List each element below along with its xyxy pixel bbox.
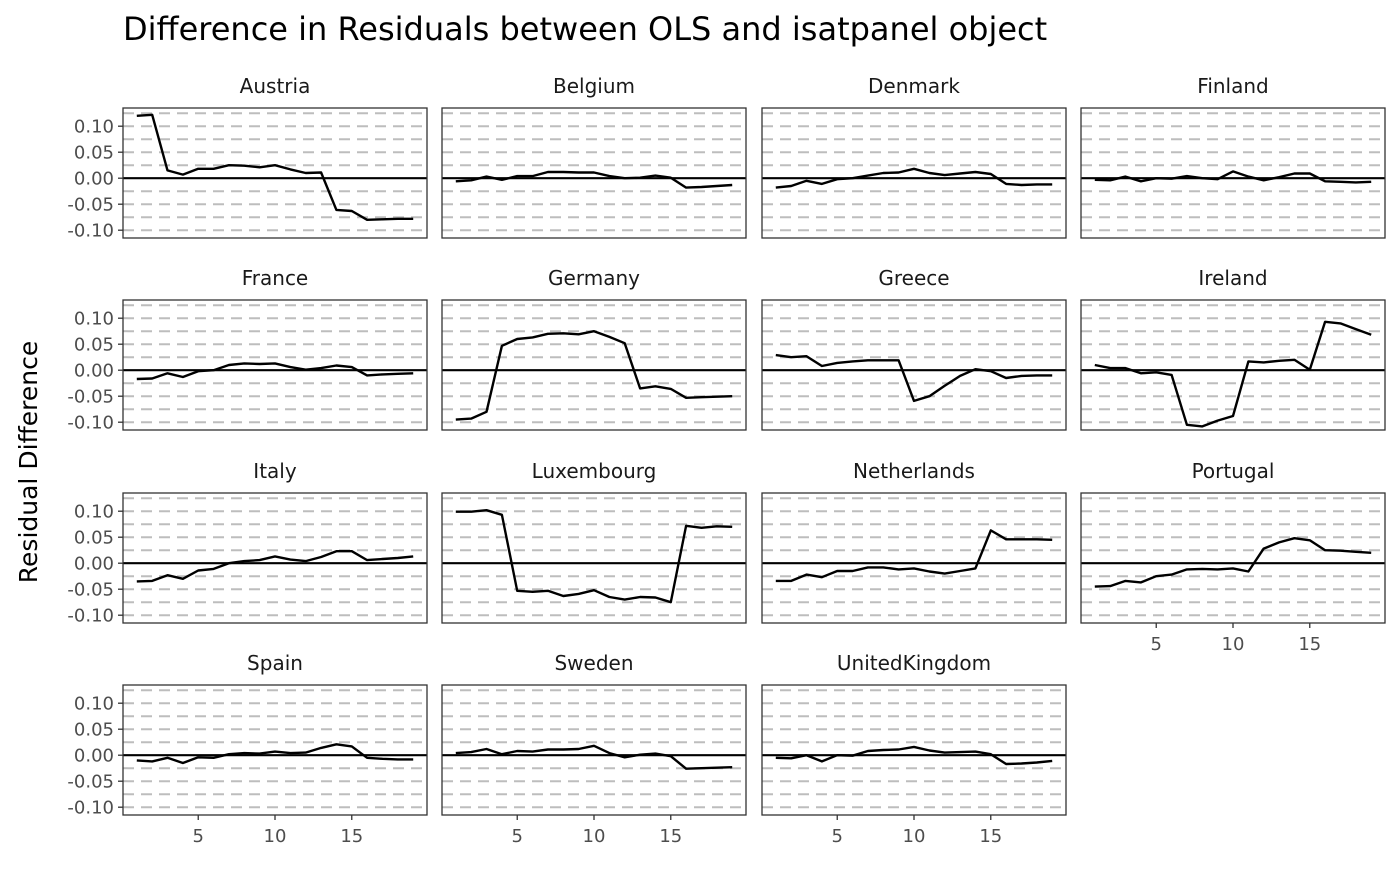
strip-label-sweden: Sweden <box>554 651 633 675</box>
strip-label-ireland: Ireland <box>1198 266 1267 290</box>
panel-spain: Spain 0.10 0.05 0.00 -0.05 -0.10 5 10 15 <box>67 651 428 847</box>
y-tick-label: 0.05 <box>74 528 114 549</box>
strip-label-luxembourg: Luxembourg <box>532 459 657 483</box>
y-tick-label: 0.05 <box>74 720 114 741</box>
panels: Austria 0.10 0.05 0.00 -0.05 -0.10 Belgium Denm… <box>67 74 1386 847</box>
y-tick-label: -0.05 <box>67 580 114 601</box>
panel-portugal: Portugal 5 10 15 <box>1080 459 1386 655</box>
chart-title: Difference in Residuals between OLS and … <box>123 10 1047 48</box>
panel-border <box>122 107 428 239</box>
panel-italy: Italy 0.10 0.05 0.00 -0.05 -0.10 <box>67 459 428 627</box>
y-tick-label: -0.05 <box>67 772 114 793</box>
panel-finland: Finland <box>1080 74 1386 239</box>
panel-border <box>761 684 1067 816</box>
strip-label-unitedkingdom: UnitedKingdom <box>837 651 991 675</box>
series-line-finland <box>1094 170 1372 184</box>
strip-label-france: France <box>242 266 309 290</box>
y-tick-label: -0.05 <box>67 195 114 216</box>
series-line-italy <box>136 550 414 583</box>
panel-unitedkingdom: UnitedKingdom 5 10 15 <box>761 651 1067 847</box>
x-tick-label: 10 <box>1222 634 1245 655</box>
panel-border <box>441 107 747 239</box>
panel-luxembourg: Luxembourg <box>441 459 747 624</box>
panel-border <box>761 299 1067 431</box>
panel-border <box>441 299 747 431</box>
panel-border <box>122 684 428 816</box>
series-line-spain <box>136 743 414 765</box>
series-line-portugal <box>1094 537 1372 588</box>
panel-austria: Austria 0.10 0.05 0.00 -0.05 -0.10 <box>67 74 428 242</box>
y-tick-label: 0.10 <box>74 309 114 330</box>
x-tick-label: 15 <box>659 826 682 847</box>
panel-border <box>1080 107 1386 239</box>
series-line-unitedkingdom <box>775 745 1053 766</box>
y-tick-label: 0.10 <box>74 117 114 138</box>
series-line-denmark <box>775 167 1053 189</box>
panel-denmark: Denmark <box>761 74 1067 239</box>
series-line-austria <box>136 113 414 222</box>
y-tick-label: -0.10 <box>67 413 114 434</box>
x-tick-label: 5 <box>512 826 523 847</box>
strip-label-portugal: Portugal <box>1192 459 1275 483</box>
y-tick-label: 0.00 <box>74 746 114 767</box>
y-tick-label: 0.10 <box>74 502 114 523</box>
x-tick-label: 15 <box>979 826 1002 847</box>
strip-label-italy: Italy <box>253 459 297 483</box>
series-line-greece <box>775 353 1053 403</box>
panel-sweden: Sweden 5 10 15 <box>441 651 747 847</box>
x-tick-label: 15 <box>1298 634 1321 655</box>
series-line-netherlands <box>775 529 1053 583</box>
panel-france: France 0.10 0.05 0.00 -0.05 -0.10 <box>67 266 428 434</box>
y-tick-label: 0.05 <box>74 335 114 356</box>
x-tick-label: 5 <box>193 826 204 847</box>
y-tick-label: -0.10 <box>67 221 114 242</box>
x-tick-label: 10 <box>583 826 606 847</box>
y-tick-label: 0.00 <box>74 554 114 575</box>
strip-label-netherlands: Netherlands <box>853 459 975 483</box>
series-line-luxembourg <box>455 509 733 604</box>
strip-label-germany: Germany <box>548 266 640 290</box>
strip-label-denmark: Denmark <box>868 74 960 98</box>
strip-label-finland: Finland <box>1197 74 1268 98</box>
panel-border <box>1080 492 1386 624</box>
panel-netherlands: Netherlands <box>761 459 1067 624</box>
series-line-belgium <box>455 170 733 189</box>
x-tick-label: 5 <box>1151 634 1162 655</box>
panel-border <box>761 492 1067 624</box>
panel-belgium: Belgium <box>441 74 747 239</box>
y-tick-label: 0.05 <box>74 143 114 164</box>
series-line-germany <box>455 330 733 421</box>
panel-border <box>122 492 428 624</box>
strip-label-belgium: Belgium <box>553 74 635 98</box>
y-tick-label: -0.05 <box>67 387 114 408</box>
panel-border <box>441 492 747 624</box>
series-line-france <box>136 362 414 381</box>
panel-ireland: Ireland <box>1080 266 1386 431</box>
panel-germany: Germany <box>441 266 747 431</box>
x-tick-label: 15 <box>340 826 363 847</box>
y-tick-label: 0.00 <box>74 361 114 382</box>
y-tick-label: 0.10 <box>74 694 114 715</box>
y-axis-label: Residual Difference <box>14 341 43 583</box>
series-line-ireland <box>1094 320 1372 428</box>
strip-label-austria: Austria <box>240 74 311 98</box>
panel-border <box>122 299 428 431</box>
x-tick-label: 10 <box>903 826 926 847</box>
series-line-sweden <box>455 744 733 770</box>
panel-border <box>1080 299 1386 431</box>
panel-greece: Greece <box>761 266 1067 431</box>
panel-border <box>761 107 1067 239</box>
y-tick-label: 0.00 <box>74 169 114 190</box>
strip-label-spain: Spain <box>247 651 303 675</box>
x-tick-label: 10 <box>264 826 287 847</box>
x-tick-label: 5 <box>832 826 843 847</box>
y-tick-label: -0.10 <box>67 798 114 819</box>
y-tick-label: -0.10 <box>67 606 114 627</box>
strip-label-greece: Greece <box>878 266 949 290</box>
